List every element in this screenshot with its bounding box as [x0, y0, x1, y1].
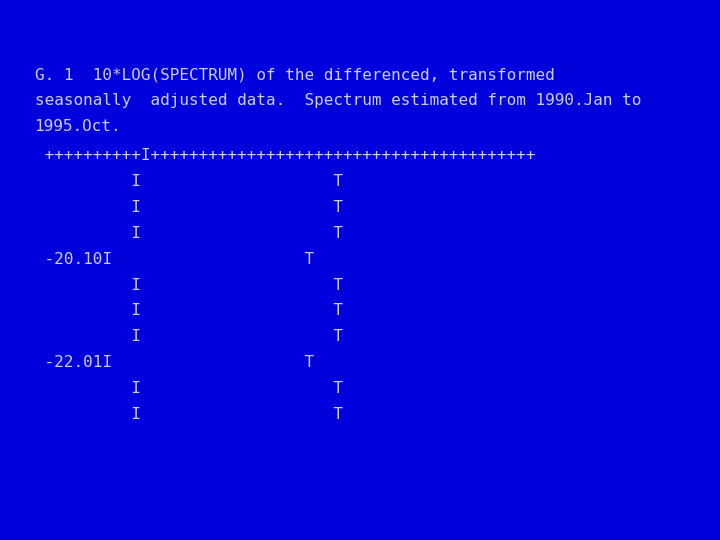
Text: -22.01I                    T: -22.01I T	[35, 355, 314, 370]
Text: seasonally  adjusted data.  Spectrum estimated from 1990.Jan to: seasonally adjusted data. Spectrum estim…	[35, 93, 641, 109]
Text: I                    T: I T	[35, 329, 343, 345]
Text: ++++++++++I++++++++++++++++++++++++++++++++++++++++: ++++++++++I+++++++++++++++++++++++++++++…	[35, 148, 535, 163]
Text: -20.10I                    T: -20.10I T	[35, 252, 314, 267]
Text: G. 1  10*LOG(SPECTRUM) of the differenced, transformed: G. 1 10*LOG(SPECTRUM) of the differenced…	[35, 68, 554, 83]
Text: I                    T: I T	[35, 303, 343, 319]
Text: I                    T: I T	[35, 278, 343, 293]
Text: I                    T: I T	[35, 407, 343, 422]
Text: 1995.Oct.: 1995.Oct.	[35, 119, 121, 134]
Text: I                    T: I T	[35, 174, 343, 189]
Text: I                    T: I T	[35, 200, 343, 215]
Text: I                    T: I T	[35, 226, 343, 241]
Text: I                    T: I T	[35, 381, 343, 396]
